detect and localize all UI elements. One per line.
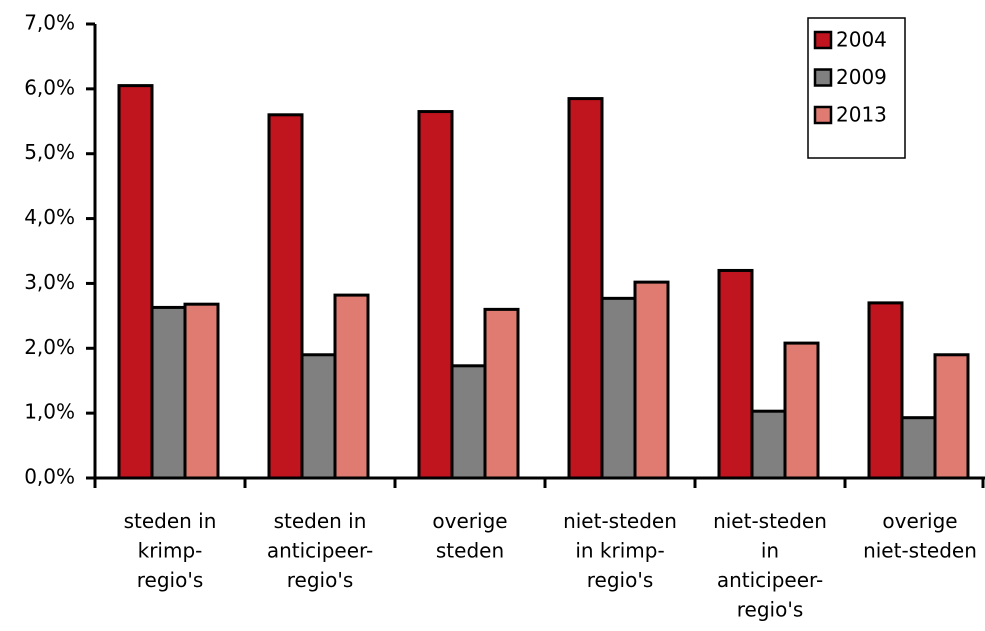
x-tick-label-line: overige bbox=[432, 509, 507, 533]
x-tick-label-line: regio's bbox=[287, 568, 354, 592]
legend-box bbox=[807, 17, 906, 159]
x-tick-label-line: regio's bbox=[737, 597, 804, 621]
y-tick-label: 5,0% bbox=[24, 140, 75, 164]
legend-swatch bbox=[813, 105, 833, 125]
bar bbox=[117, 84, 154, 480]
bar bbox=[717, 268, 754, 480]
legend-swatch bbox=[813, 30, 833, 50]
bar bbox=[867, 301, 904, 480]
bar bbox=[150, 305, 187, 480]
x-tick-label-line: steden bbox=[436, 538, 504, 562]
x-tick-label-line: steden in bbox=[274, 509, 367, 533]
x-tick-label-line: anticipeer- bbox=[717, 568, 823, 592]
x-tick-label: niet-steden in krimp-regio's bbox=[563, 509, 677, 592]
bar bbox=[183, 302, 220, 480]
y-tick-label: 3,0% bbox=[24, 270, 75, 294]
legend-label: 2004 bbox=[836, 28, 887, 52]
x-tick-label: steden in krimp-regio's bbox=[124, 509, 217, 592]
x-tick-label: overige niet-steden bbox=[863, 509, 977, 563]
y-tick-label: 7,0% bbox=[24, 11, 75, 35]
x-tick-label-line: steden in bbox=[124, 509, 217, 533]
x-tick-label: overige steden bbox=[432, 509, 507, 563]
bar bbox=[933, 353, 970, 480]
bar bbox=[900, 416, 937, 480]
y-tick-label: 2,0% bbox=[24, 335, 75, 359]
y-tick-label: 1,0% bbox=[24, 400, 75, 424]
bar bbox=[300, 353, 337, 480]
x-tick-label-line: regio's bbox=[587, 568, 654, 592]
bar bbox=[333, 293, 370, 480]
x-tick-label-line: regio's bbox=[137, 568, 204, 592]
bar bbox=[267, 113, 304, 480]
bar bbox=[417, 110, 454, 480]
bar bbox=[600, 296, 637, 480]
x-tick-label-line: anticipeer- bbox=[267, 538, 373, 562]
x-tick-label-line: krimp- bbox=[138, 538, 203, 562]
x-tick-label-line: niet-steden bbox=[563, 509, 677, 533]
bar bbox=[450, 364, 487, 480]
legend-label: 2009 bbox=[836, 65, 887, 89]
bar bbox=[750, 409, 787, 480]
y-tick-label: 0,0% bbox=[24, 465, 75, 489]
x-tick-label: niet-steden in anticipeer-regio's bbox=[713, 509, 827, 622]
x-tick-label-line: niet-steden bbox=[863, 538, 977, 562]
bar bbox=[633, 280, 670, 480]
x-tick-label-line: in bbox=[761, 538, 779, 562]
y-tick-label: 6,0% bbox=[24, 75, 75, 99]
x-tick-label: steden in anticipeer-regio's bbox=[267, 509, 373, 592]
x-tick-label-line: overige bbox=[882, 509, 957, 533]
bar bbox=[567, 97, 604, 480]
legend-swatch bbox=[813, 68, 833, 87]
y-tick-label: 4,0% bbox=[24, 205, 75, 229]
x-tick-label-line: in krimp- bbox=[575, 538, 664, 562]
bar bbox=[483, 307, 520, 480]
legend-label: 2013 bbox=[836, 103, 887, 127]
bar bbox=[783, 341, 820, 480]
x-tick-label-line: niet-steden bbox=[713, 509, 827, 533]
